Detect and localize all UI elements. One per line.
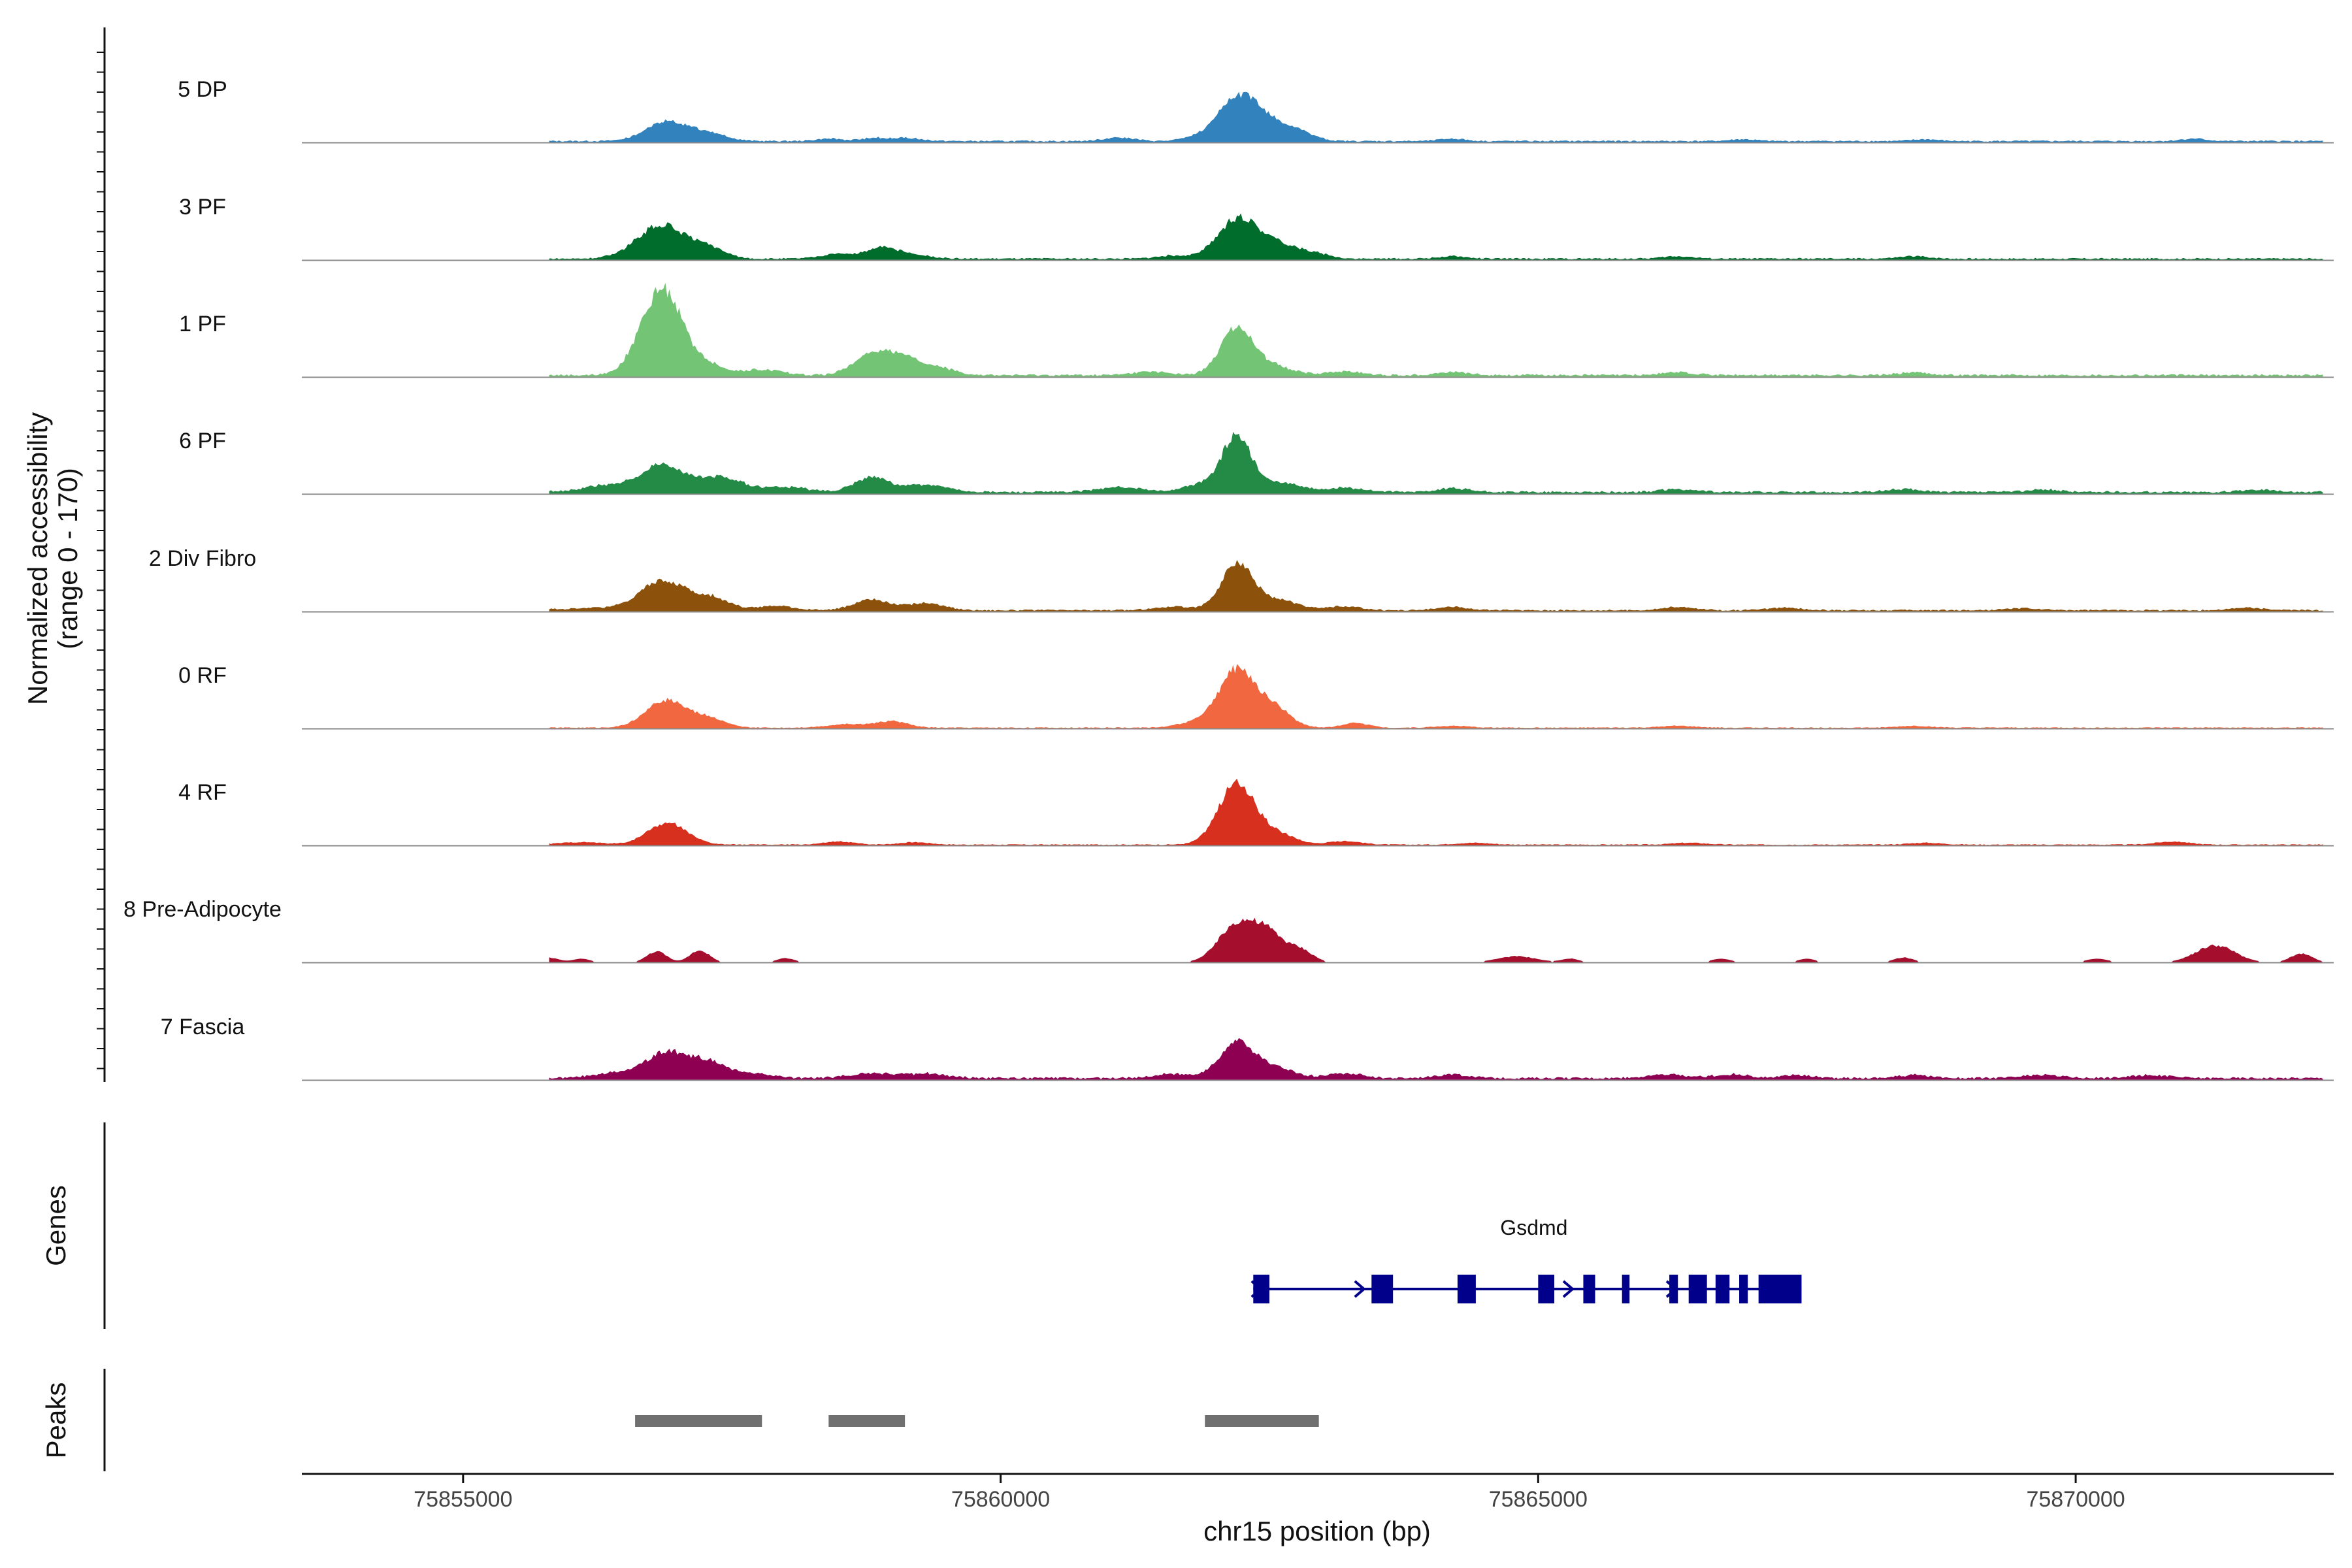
gene-name-label: Gsdmd [1500,1216,1567,1239]
gene-exon [1583,1275,1595,1303]
coverage-area [549,213,2323,260]
gene-exon [1688,1275,1707,1303]
track-label: 2 Div Fibro [149,546,256,571]
coverage-area [549,917,2323,962]
strand-arrow [1354,1280,1366,1298]
gene-gsdmd: Gsdmd [1250,1216,1802,1303]
track-label: 4 RF [178,780,227,805]
x-axis-title: chr15 position (bp) [1203,1516,1431,1546]
gene-exon [1739,1275,1748,1303]
track-7-fascia: 7 Fascia [161,1015,2334,1081]
track-label: 6 PF [179,429,226,453]
strand-arrow [1562,1280,1575,1298]
gene-exon [1715,1275,1730,1303]
track-8-pre-adipocyte: 8 Pre-Adipocyte [123,897,2334,964]
coverage-area [549,432,2323,494]
peaks-track [635,1415,1319,1427]
accessibility-y-axis [97,27,106,1082]
genes-track: Gsdmd [1250,1216,1802,1303]
gene-exon [1758,1275,1802,1303]
coverage-area [549,91,2323,142]
gene-exon [1371,1275,1394,1303]
coverage-area [549,778,2323,845]
gene-exon [1622,1275,1630,1303]
gene-exon [1538,1275,1555,1303]
track-2-div-fibro: 2 Div Fibro [149,546,2334,613]
coverage-tracks: 5 DP 3 PF 1 PF 6 PF 2 Div Fibro 0 RF 4 RF 8 Pre… [123,77,2334,1081]
x-tick-label: 75865000 [1489,1487,1588,1512]
coverage-area [549,664,2323,728]
track-label: 3 PF [179,195,226,220]
x-tick-label: 75870000 [2026,1487,2125,1512]
peaks-axis-title: Peaks [41,1382,71,1459]
track-1-pf: 1 PF [179,282,2334,378]
strand-arrow [1665,1280,1678,1298]
x-tick-label: 75855000 [414,1487,512,1512]
genes-axis-title: Genes [41,1185,71,1266]
track-label: 5 DP [178,77,227,102]
track-label: 7 Fascia [161,1015,245,1039]
position-x-axis: 75855000 75860000 75865000 75870000 [302,1473,2334,1512]
track-label: 8 Pre-Adipocyte [123,897,282,922]
track-label: 1 PF [179,312,226,336]
coverage-area [549,282,2323,377]
track-label: 0 RF [178,663,227,688]
peak-region [828,1415,906,1427]
peak-region [635,1415,762,1427]
coverage-area [549,1037,2323,1080]
strand-arrow [1250,1280,1263,1298]
track-3-pf: 3 PF [179,195,2334,261]
gene-exon [1457,1275,1476,1303]
peak-region [1205,1415,1319,1427]
track-0-rf: 0 RF [178,663,2334,730]
coverage-area [549,560,2323,612]
track-5-dp: 5 DP [178,77,2334,144]
y-axis-range-label: (range 0 - 170) [52,468,83,649]
gene-exon [1669,1275,1678,1303]
track-4-rf: 4 RF [178,778,2334,847]
x-tick-label: 75860000 [951,1487,1050,1512]
y-axis-title: Normalized accessibility [22,412,53,705]
track-6-pf: 6 PF [179,429,2334,495]
